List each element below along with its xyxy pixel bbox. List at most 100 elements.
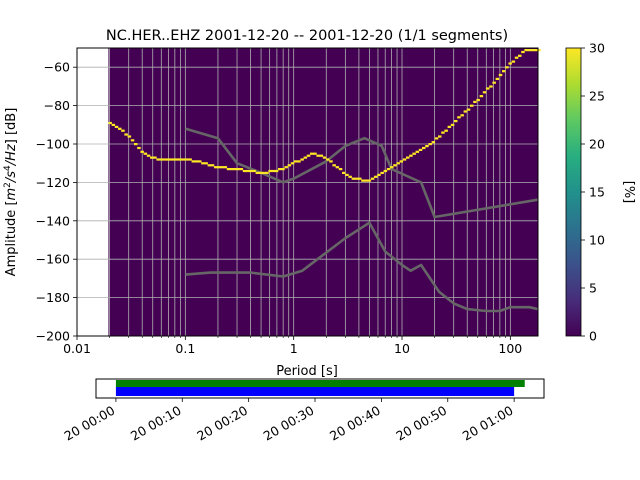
ppsd-trace-cell [188, 158, 192, 161]
noise-models [184, 127, 539, 313]
ppsd-trace-cell [444, 129, 448, 132]
timeline-axis: 20 00:00 20 00:10 20 00:20 20 00:30 20 00:40… [61, 398, 516, 444]
y-tick-label: −160 [36, 252, 70, 267]
ppsd-trace-cell [434, 137, 439, 140]
ppsd-trace-cell [194, 160, 199, 163]
ppsd-trace-cell [377, 173, 381, 177]
ppsd-trace-cell [175, 158, 180, 161]
ppsd-trace-cell [374, 175, 378, 178]
y-label-unit-hz: /Hz [4, 143, 19, 166]
ppsd-trace-cell [185, 158, 189, 161]
ppsd-trace-cell [354, 177, 359, 180]
ppsd-trace-cell [172, 158, 176, 161]
ppsd-trace-cell [201, 162, 205, 165]
timeline-tick-label: 20 01:00 [460, 403, 516, 444]
ppsd-trace-cell [284, 166, 288, 169]
ppsd-trace-cell [441, 131, 445, 134]
ppsd-trace-cell [242, 169, 247, 173]
timeline-tick-label: 20 00:30 [261, 403, 317, 444]
ppsd-trace-cell [310, 152, 314, 155]
ppsd-trace-cell [252, 169, 256, 173]
ppsd-trace-cell [322, 156, 327, 159]
ppsd-trace-cell [342, 171, 346, 175]
timeline-tick-label: 20 00:40 [327, 403, 383, 444]
ppsd-trace-cell [335, 166, 340, 169]
ppsd-trace-cell [428, 143, 432, 146]
timeline-tick-label: 20 00:50 [393, 403, 449, 444]
ppsd-trace-cell [178, 158, 183, 161]
ppsd-trace-cell [114, 125, 119, 129]
low-noise-model-line [185, 221, 539, 313]
ppsd-trace-cell [239, 168, 244, 171]
ppsd-trace-cell [233, 168, 237, 171]
ppsd-trace-cell [255, 171, 260, 175]
ppsd-trace-cell [306, 154, 311, 157]
ppsd-trace-cell [111, 123, 116, 127]
grid [76, 48, 538, 337]
ppsd-trace-cell [166, 158, 170, 161]
ppsd-trace-cell [150, 156, 154, 159]
ppsd-trace-cell [249, 169, 253, 173]
ppsd-trace-cell [124, 133, 128, 136]
ppsd-trace-cell [425, 145, 429, 148]
ppsd-trace-cell [294, 160, 298, 163]
ppsd-trace-cell [345, 173, 349, 177]
x-axis-label: Period [s] [276, 364, 338, 379]
ppsd-trace-cell [262, 171, 266, 175]
ppsd-trace-cell [226, 168, 231, 171]
y-axis-label: Amplitude [m2/s4/Hz] [dB] [3, 108, 19, 277]
x-tick-label: 1 [290, 341, 298, 356]
ppsd-trace-cell [514, 56, 519, 59]
ppsd-trace-cell [300, 158, 304, 161]
ppsd-trace-cell [230, 168, 234, 171]
ppsd-trace-cell [364, 179, 368, 182]
processed-segments-bar [115, 387, 515, 396]
colorbar-tick-label: 30 [589, 41, 605, 56]
ppsd-trace-cell [415, 150, 420, 153]
ppsd-trace-cell [210, 164, 215, 167]
ppsd-trace-cell [508, 62, 512, 65]
ppsd-trace-cell [492, 81, 496, 84]
ppsd-trace-cell [156, 158, 160, 161]
ppsd-trace-cell [182, 158, 186, 161]
ppsd-trace-cell [130, 139, 135, 142]
ppsd-trace-cell [236, 168, 240, 171]
ppsd-trace-cell [473, 100, 477, 104]
ppsd-trace-cell [521, 50, 525, 54]
ppsd-trace-cell [409, 154, 413, 157]
colorbar-tick-label: 20 [589, 137, 605, 152]
colorbar-tick-label: 25 [589, 89, 605, 104]
ppsd-trace-cell [396, 162, 400, 165]
ppsd-trace-cell [486, 87, 490, 90]
ppsd-trace-cell [278, 168, 282, 171]
ppsd-trace-cell [162, 158, 167, 161]
ppsd-trace-cell [140, 150, 144, 153]
ppsd-trace-cell [268, 169, 272, 173]
data-coverage-bar [115, 380, 525, 387]
ppsd-trace-cell [447, 125, 452, 129]
ppsd-trace-cell [121, 129, 125, 132]
colorbar-label: [%] [621, 181, 636, 204]
timeline-plot: 20 00:00 20 00:10 20 00:20 20 00:30 20 00:40… [61, 378, 545, 444]
ppsd-trace-cell [319, 154, 324, 157]
ppsd-trace-cell [418, 148, 423, 152]
x-tick-label: 100 [498, 341, 522, 356]
ppsd-trace-cell [534, 49, 538, 52]
ppsd-trace-cell [431, 141, 436, 144]
ppsd-trace-cell [386, 168, 391, 171]
x-tick-label: 0.1 [175, 341, 195, 356]
ppsd-trace-cell [495, 77, 500, 81]
y-axis: −200 −180 −160 −140 −120 −100 −80 −60 [36, 60, 77, 344]
ppsd-trace-cell [438, 135, 442, 138]
ppsd-trace-cell [502, 70, 506, 73]
ppsd-trace-cell [489, 85, 493, 88]
y-tick-label: −180 [36, 290, 70, 305]
ppsd-trace-cell [450, 123, 455, 127]
ppsd-trace-cell [329, 160, 333, 163]
ppsd-trace-cell [265, 171, 269, 175]
ppsd-trace-cell [361, 179, 365, 182]
x-tick-label: 10 [394, 341, 410, 356]
x-axis: 0.01 0.1 1 10 100 [63, 336, 522, 356]
ppsd-trace-cell [530, 49, 535, 52]
